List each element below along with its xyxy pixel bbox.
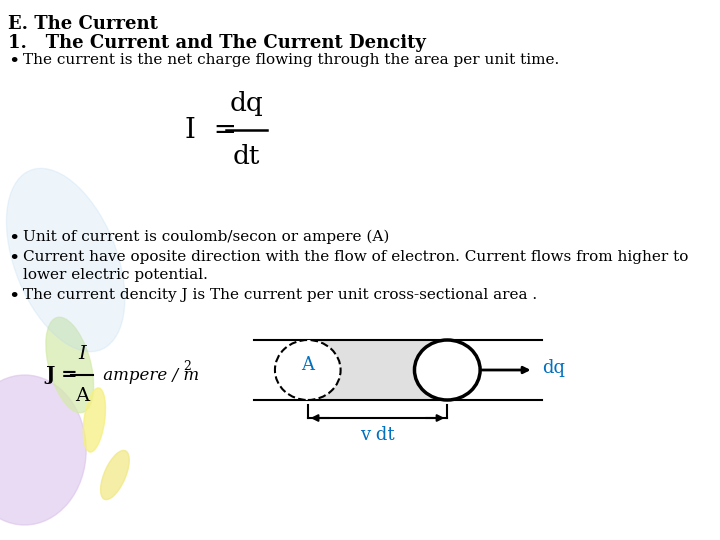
Ellipse shape — [415, 340, 480, 400]
Circle shape — [0, 375, 86, 525]
Text: dq: dq — [230, 91, 263, 116]
Ellipse shape — [275, 340, 341, 400]
Text: A: A — [75, 387, 89, 405]
Text: •: • — [8, 53, 19, 71]
Ellipse shape — [6, 168, 125, 352]
Text: 2: 2 — [183, 361, 191, 374]
Text: Current have oposite direction with the flow of electron. Current flows from hig: Current have oposite direction with the … — [23, 250, 688, 264]
Text: •: • — [8, 250, 19, 268]
Text: lower electric potential.: lower electric potential. — [23, 268, 208, 282]
Ellipse shape — [101, 450, 130, 500]
Text: 1.   The Current and The Current Dencity: 1. The Current and The Current Dencity — [8, 34, 426, 52]
Text: ampere / m: ampere / m — [99, 367, 199, 383]
Text: E. The Current: E. The Current — [8, 15, 158, 33]
Text: I  =: I = — [184, 117, 237, 144]
Text: I: I — [78, 345, 86, 363]
Ellipse shape — [46, 317, 94, 413]
Text: The current dencity J is The current per unit cross-sectional area .: The current dencity J is The current per… — [23, 288, 537, 302]
Text: Unit of current is coulomb/secon or ampere (A): Unit of current is coulomb/secon or ampe… — [23, 230, 390, 245]
Text: •: • — [8, 288, 19, 306]
Text: •: • — [8, 230, 19, 248]
Text: dt: dt — [233, 144, 260, 169]
Text: A: A — [301, 356, 314, 374]
Ellipse shape — [84, 388, 106, 452]
Text: v dt: v dt — [360, 426, 395, 444]
Text: The current is the net charge flowing through the area per unit time.: The current is the net charge flowing th… — [23, 53, 559, 67]
Text: J =: J = — [45, 366, 78, 384]
Bar — [307, 340, 447, 400]
Text: dq: dq — [541, 359, 564, 377]
